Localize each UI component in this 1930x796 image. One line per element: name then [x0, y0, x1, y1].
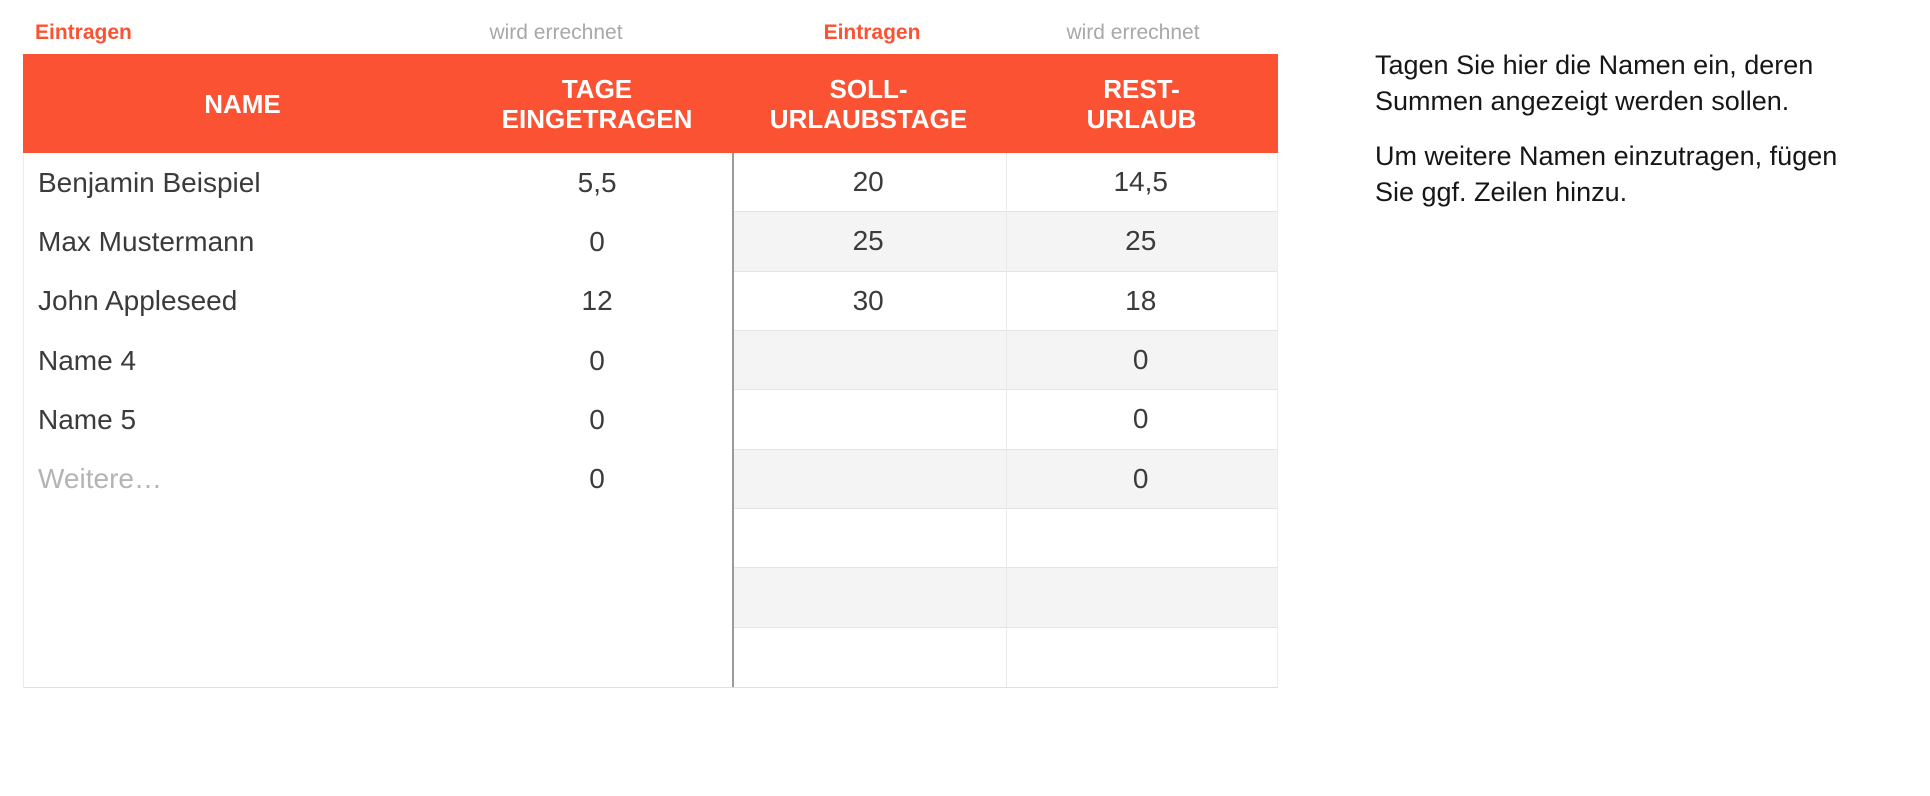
cell-soll-urlaubstage[interactable]: 20 — [731, 153, 1005, 213]
table-body: Benjamin Beispiel 5,5 20 14,5 Max Muster… — [23, 153, 1278, 688]
cell-soll-urlaubstage[interactable] — [731, 390, 1005, 450]
cell-name[interactable]: Benjamin Beispiel — [38, 166, 261, 198]
table-row — [24, 509, 1277, 569]
column-header-tage-eingetragen[interactable]: TAGE EINGETRAGEN — [501, 73, 693, 134]
cell-tage-eingetragen[interactable]: 0 — [589, 344, 605, 376]
table-row — [24, 568, 1277, 628]
cell-tage-eingetragen[interactable] — [462, 568, 732, 627]
cell-rest-urlaub[interactable]: 14,5 — [1004, 153, 1277, 213]
instruction-paragraph-2: Um weitere Namen einzutragen, fügen Sie … — [1375, 141, 1838, 207]
cell-soll-urlaubstage[interactable]: 25 — [731, 212, 1005, 272]
cell-name[interactable] — [24, 509, 462, 568]
instructions-text-block: Tagen Sie hier die Namen ein, deren Summ… — [1375, 47, 1930, 229]
cell-tage-eingetragen[interactable] — [462, 628, 732, 687]
table-row: John Appleseed 12 30 18 — [24, 272, 1277, 331]
cell-soll-urlaubstage[interactable] — [732, 628, 1005, 687]
cell-tage-eingetragen[interactable] — [462, 509, 732, 568]
cell-name[interactable]: John Appleseed — [38, 285, 238, 317]
cell-rest-urlaub[interactable]: 18 — [1004, 272, 1277, 331]
cell-tage-eingetragen[interactable]: 0 — [589, 463, 605, 495]
cell-name[interactable]: Name 4 — [38, 344, 137, 376]
cell-rest-urlaub[interactable] — [1004, 628, 1277, 687]
cell-name[interactable] — [24, 568, 462, 627]
cell-name-placeholder[interactable]: Weitere… — [38, 463, 162, 495]
cell-name[interactable]: Name 5 — [38, 403, 137, 435]
instruction-paragraph-1: Tagen Sie hier die Namen ein, deren Summ… — [1375, 50, 1814, 116]
column-header-name[interactable]: NAME — [204, 88, 281, 119]
table-row: Max Mustermann 0 25 25 — [24, 212, 1277, 272]
soll-rest-separator-line — [1006, 153, 1007, 687]
cell-rest-urlaub[interactable]: 0 — [1004, 330, 1277, 391]
label-wird-errechnet-tage-column: wird errechnet — [489, 21, 623, 44]
cell-rest-urlaub[interactable]: 0 — [1004, 390, 1277, 450]
cell-soll-urlaubstage[interactable]: 30 — [731, 272, 1005, 331]
cell-rest-urlaub[interactable] — [1004, 509, 1277, 569]
label-wird-errechnet-rest-column: wird errechnet — [1066, 21, 1200, 44]
cell-tage-eingetragen[interactable]: 0 — [589, 403, 605, 435]
cell-tage-eingetragen[interactable]: 0 — [589, 225, 605, 257]
label-eintragen-soll-column: Eintragen — [823, 21, 921, 44]
column-header-soll-urlaubstage[interactable]: SOLL- URLAUBSTAGE — [769, 73, 968, 134]
cell-rest-urlaub[interactable] — [1004, 568, 1277, 628]
table-row: Weitere… 0 0 — [24, 449, 1277, 509]
cell-soll-urlaubstage[interactable] — [731, 509, 1005, 569]
cell-soll-urlaubstage[interactable] — [731, 449, 1005, 509]
cell-name[interactable]: Max Mustermann — [38, 225, 255, 257]
cell-rest-urlaub[interactable]: 0 — [1004, 449, 1277, 509]
cell-tage-eingetragen[interactable]: 12 — [581, 285, 613, 317]
column-header-rest-urlaub[interactable]: REST- URLAUB — [1086, 73, 1197, 134]
cell-rest-urlaub[interactable]: 25 — [1004, 212, 1277, 272]
table-row: Name 5 0 0 — [24, 390, 1277, 450]
table-row: Name 4 0 0 — [24, 330, 1277, 391]
entered-computed-divider-line — [732, 153, 734, 687]
table-row — [24, 628, 1277, 687]
cell-soll-urlaubstage[interactable] — [731, 568, 1005, 628]
table-row: Benjamin Beispiel 5,5 20 14,5 — [24, 153, 1277, 213]
table-header-row: NAME TAGE EINGETRAGEN SOLL- URLAUBSTAGE … — [23, 54, 1278, 153]
cell-soll-urlaubstage[interactable] — [731, 330, 1005, 391]
vacation-summary-table: NAME TAGE EINGETRAGEN SOLL- URLAUBSTAGE … — [23, 54, 1278, 688]
cell-tage-eingetragen[interactable]: 5,5 — [577, 166, 617, 198]
label-eintragen-name-column: Eintragen — [35, 21, 132, 44]
cell-name[interactable] — [24, 628, 462, 687]
